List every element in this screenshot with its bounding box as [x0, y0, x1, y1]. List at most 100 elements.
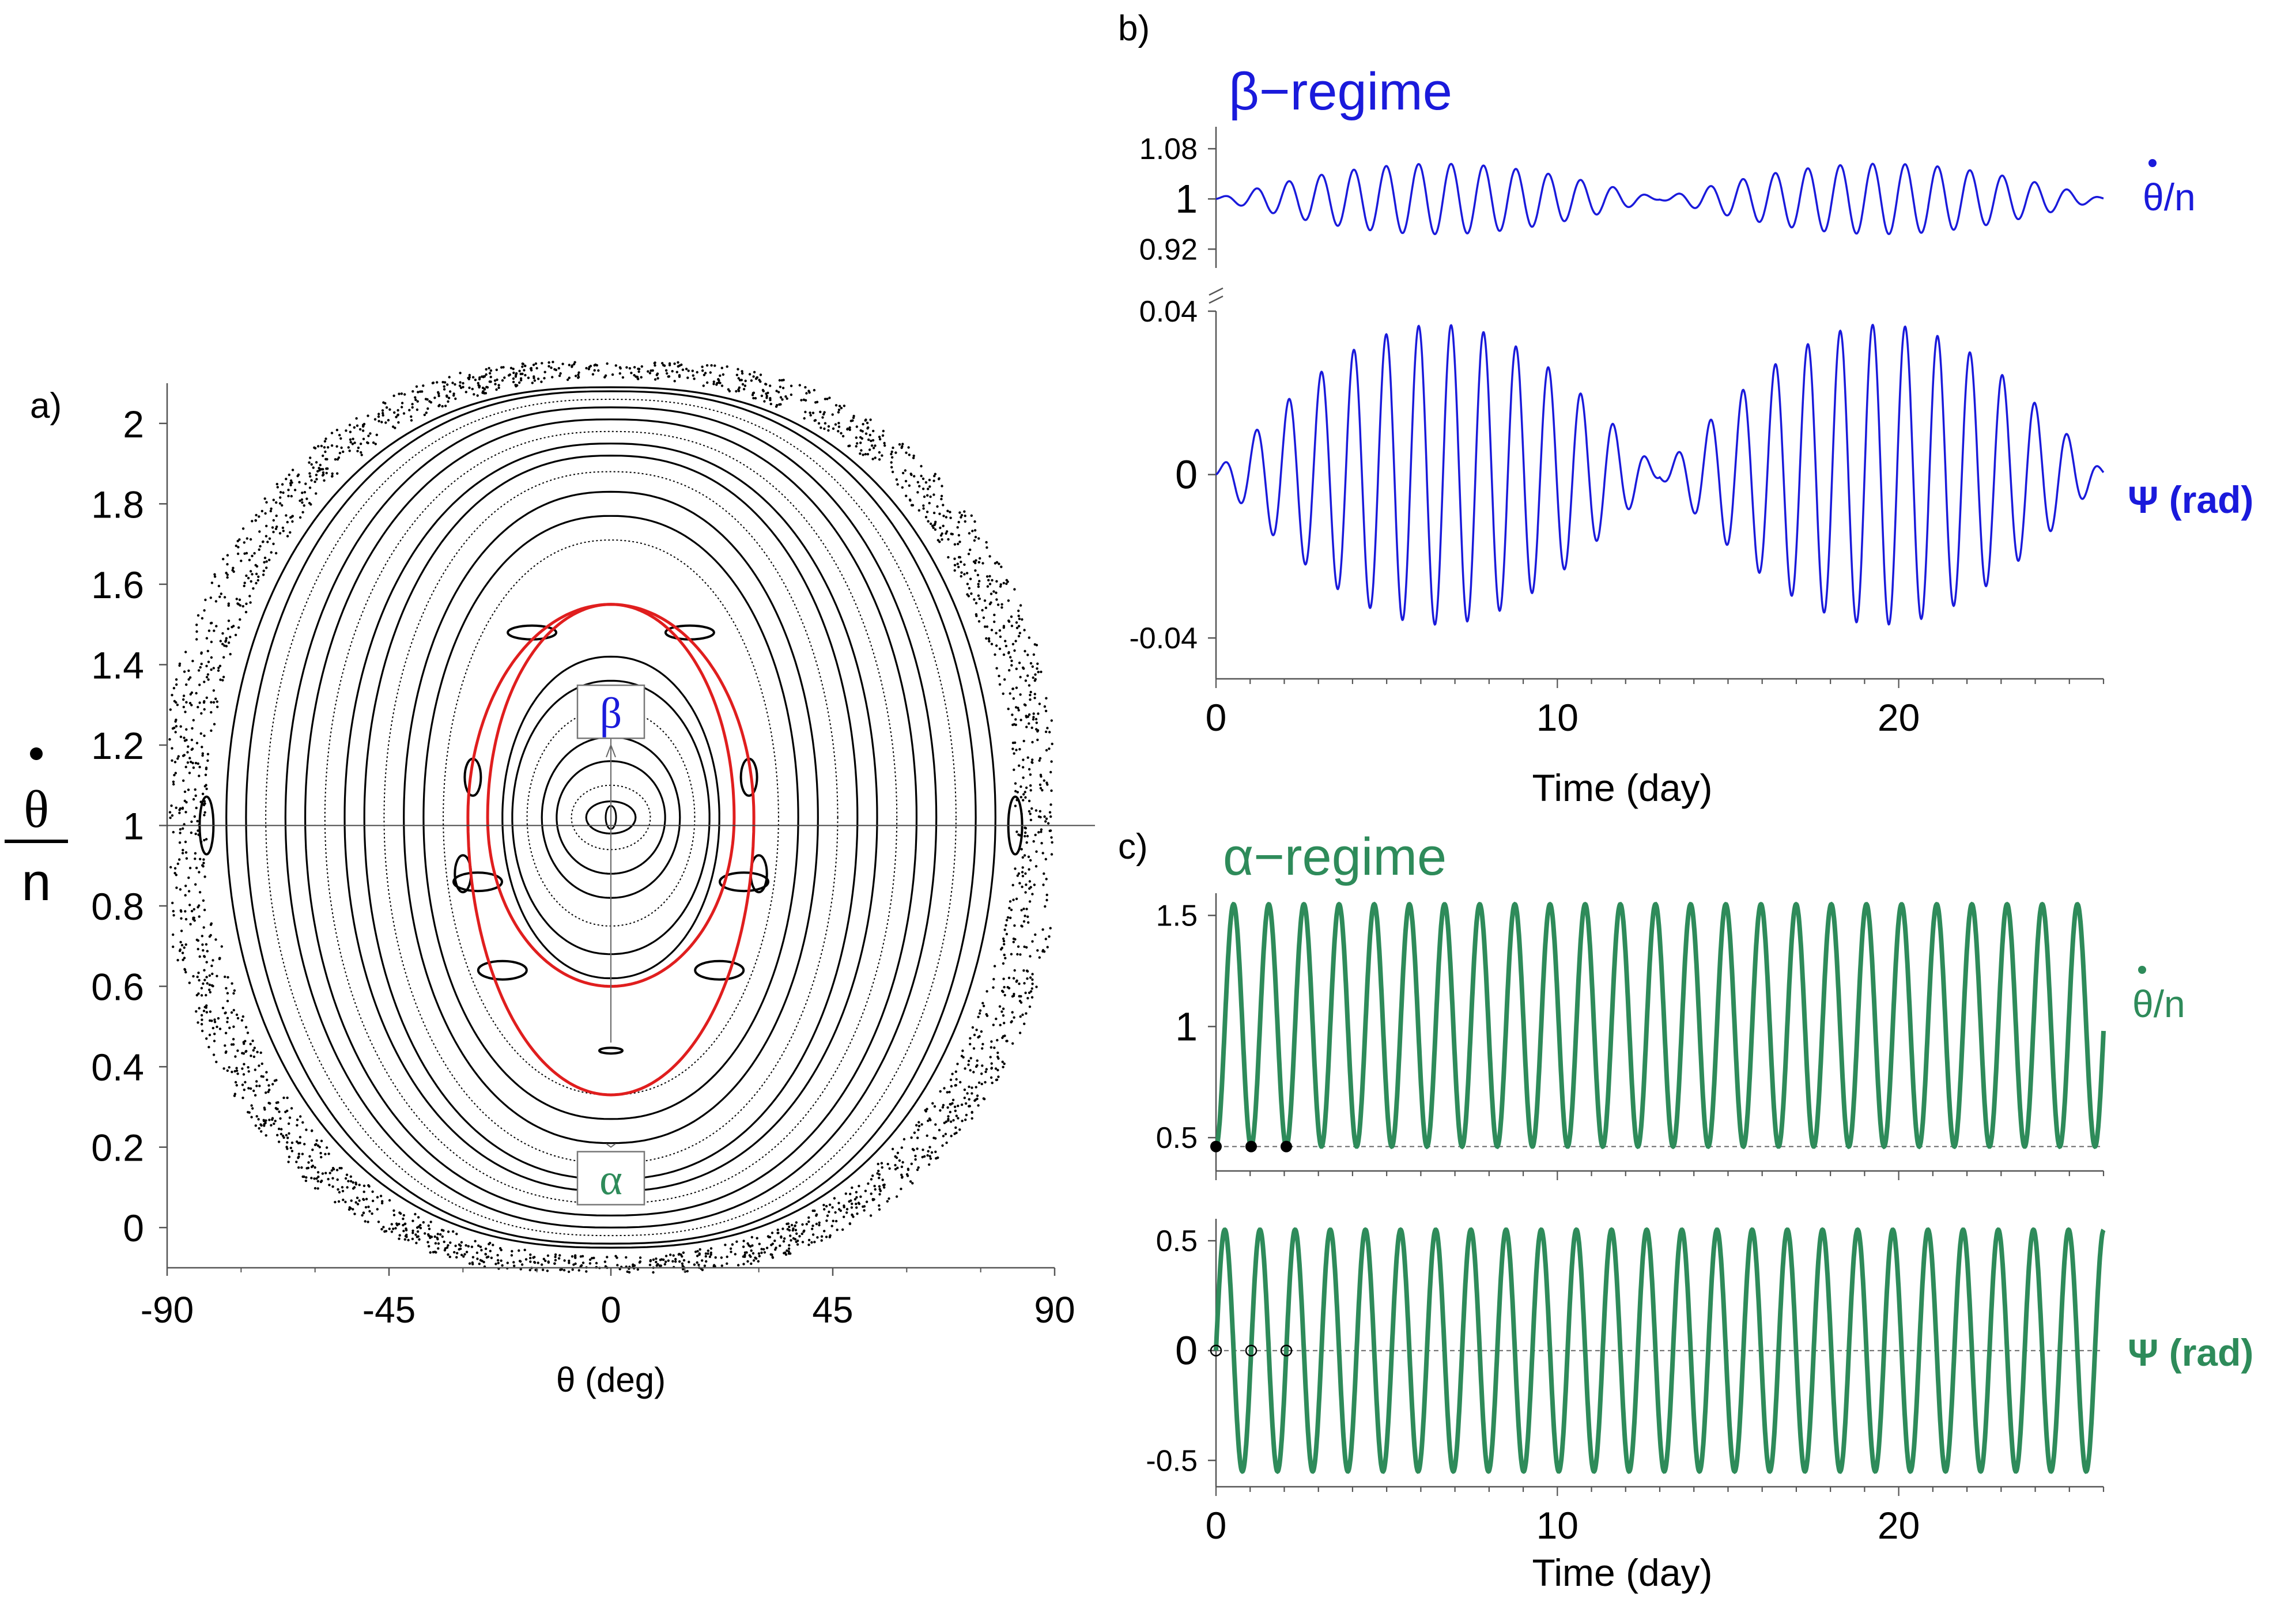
- chaos-point: [1022, 758, 1025, 761]
- chaos-point: [798, 384, 802, 387]
- chaos-point: [225, 1050, 228, 1053]
- chaos-point: [1029, 859, 1032, 862]
- chaos-point: [187, 890, 191, 893]
- chaos-point: [213, 575, 217, 578]
- chaos-point: [392, 1227, 395, 1230]
- chaos-point: [255, 581, 258, 585]
- chaos-point: [849, 1192, 852, 1196]
- chaos-point: [362, 1211, 365, 1215]
- chaos-point: [335, 445, 338, 448]
- chaos-point: [459, 372, 462, 375]
- chaos-point: [794, 1229, 798, 1231]
- chaos-point: [977, 585, 980, 588]
- chaos-point: [811, 1233, 815, 1236]
- chaos-point: [866, 453, 870, 456]
- chaos-point: [533, 375, 535, 378]
- chaos-point: [809, 411, 811, 414]
- chaos-point: [955, 1078, 958, 1081]
- chaos-point: [298, 481, 301, 483]
- chaos-point: [960, 571, 963, 574]
- chaos-point: [709, 1247, 713, 1250]
- chaos-point: [541, 1263, 543, 1266]
- chaos-point: [693, 377, 696, 380]
- chaos-point: [213, 723, 216, 726]
- chaos-point: [916, 481, 920, 483]
- chaos-point: [813, 1209, 816, 1212]
- chaos-point: [266, 541, 269, 543]
- panel-a-y-tick-label: 1.2: [91, 724, 144, 767]
- chaos-point: [368, 1185, 371, 1188]
- chaos-point: [1013, 649, 1016, 652]
- chaos-point: [376, 1196, 379, 1199]
- chaos-point: [403, 1222, 407, 1225]
- chaos-point: [190, 738, 194, 742]
- chaos-point: [402, 1217, 405, 1221]
- chaos-point: [216, 705, 219, 708]
- chaos-point: [1022, 908, 1025, 910]
- chaos-point: [174, 772, 177, 774]
- chaos-point: [1036, 949, 1039, 952]
- invariant-curve: [526, 708, 696, 927]
- chaos-point: [934, 1137, 937, 1140]
- chaos-point: [1028, 810, 1031, 813]
- chaos-point: [267, 1084, 270, 1087]
- chaos-point: [356, 1196, 359, 1199]
- chaos-point: [333, 1168, 335, 1171]
- chaos-point: [883, 444, 886, 447]
- chaos-point: [999, 1023, 1002, 1027]
- chaos-point: [942, 1104, 945, 1107]
- chaos-point: [217, 666, 220, 670]
- chaos-point: [310, 1177, 313, 1180]
- chaos-point: [232, 992, 235, 995]
- chaos-point: [212, 701, 216, 704]
- chaos-point: [1011, 747, 1014, 750]
- chaos-point: [1045, 893, 1048, 897]
- chaos-point: [361, 429, 365, 432]
- chaos-point: [546, 1269, 549, 1272]
- chaos-point: [255, 1115, 258, 1118]
- chaos-point: [401, 402, 404, 405]
- chaos-point: [213, 1033, 216, 1036]
- chaos-point: [182, 694, 186, 697]
- chaos-point: [890, 450, 893, 454]
- chaos-point: [241, 604, 244, 608]
- chaos-point: [186, 751, 189, 754]
- chaos-point: [744, 379, 747, 383]
- chaos-point: [737, 368, 739, 371]
- panel-c-bottom-y-tick-label: -0.5: [1146, 1444, 1198, 1478]
- chaos-point: [726, 365, 728, 368]
- chaos-point: [179, 807, 182, 810]
- chaos-point: [234, 1080, 237, 1084]
- chaos-point: [980, 1030, 983, 1033]
- chaos-point: [208, 988, 211, 991]
- chaos-point: [992, 978, 995, 981]
- chaos-point: [621, 376, 625, 379]
- chaos-point: [790, 393, 793, 396]
- chaos-point: [558, 374, 561, 377]
- chaos-point: [920, 464, 923, 468]
- chaos-point: [258, 548, 260, 551]
- beta-rotation-rate-dot: [2148, 159, 2157, 167]
- chaos-point: [198, 915, 201, 918]
- chaos-point: [228, 1026, 231, 1029]
- chaos-point: [488, 372, 492, 375]
- chaos-point: [326, 446, 330, 449]
- chaos-point: [756, 1237, 758, 1240]
- chaos-point: [436, 1233, 439, 1235]
- chaos-point: [907, 446, 910, 449]
- chaos-point: [860, 449, 863, 452]
- chaos-point: [323, 479, 326, 482]
- chaos-point: [214, 600, 218, 603]
- chaos-point: [769, 384, 772, 387]
- chaos-point: [265, 1071, 268, 1074]
- chaos-point: [1015, 749, 1018, 751]
- chaos-point: [1010, 615, 1013, 618]
- chaos-point: [737, 388, 740, 391]
- chaos-point: [289, 479, 293, 482]
- chaos-point: [995, 1078, 999, 1082]
- chaos-point: [823, 1230, 826, 1233]
- chaos-point: [1010, 625, 1014, 628]
- chaos-point: [909, 473, 912, 475]
- chaos-point: [788, 1225, 791, 1229]
- chaos-point: [850, 1206, 854, 1209]
